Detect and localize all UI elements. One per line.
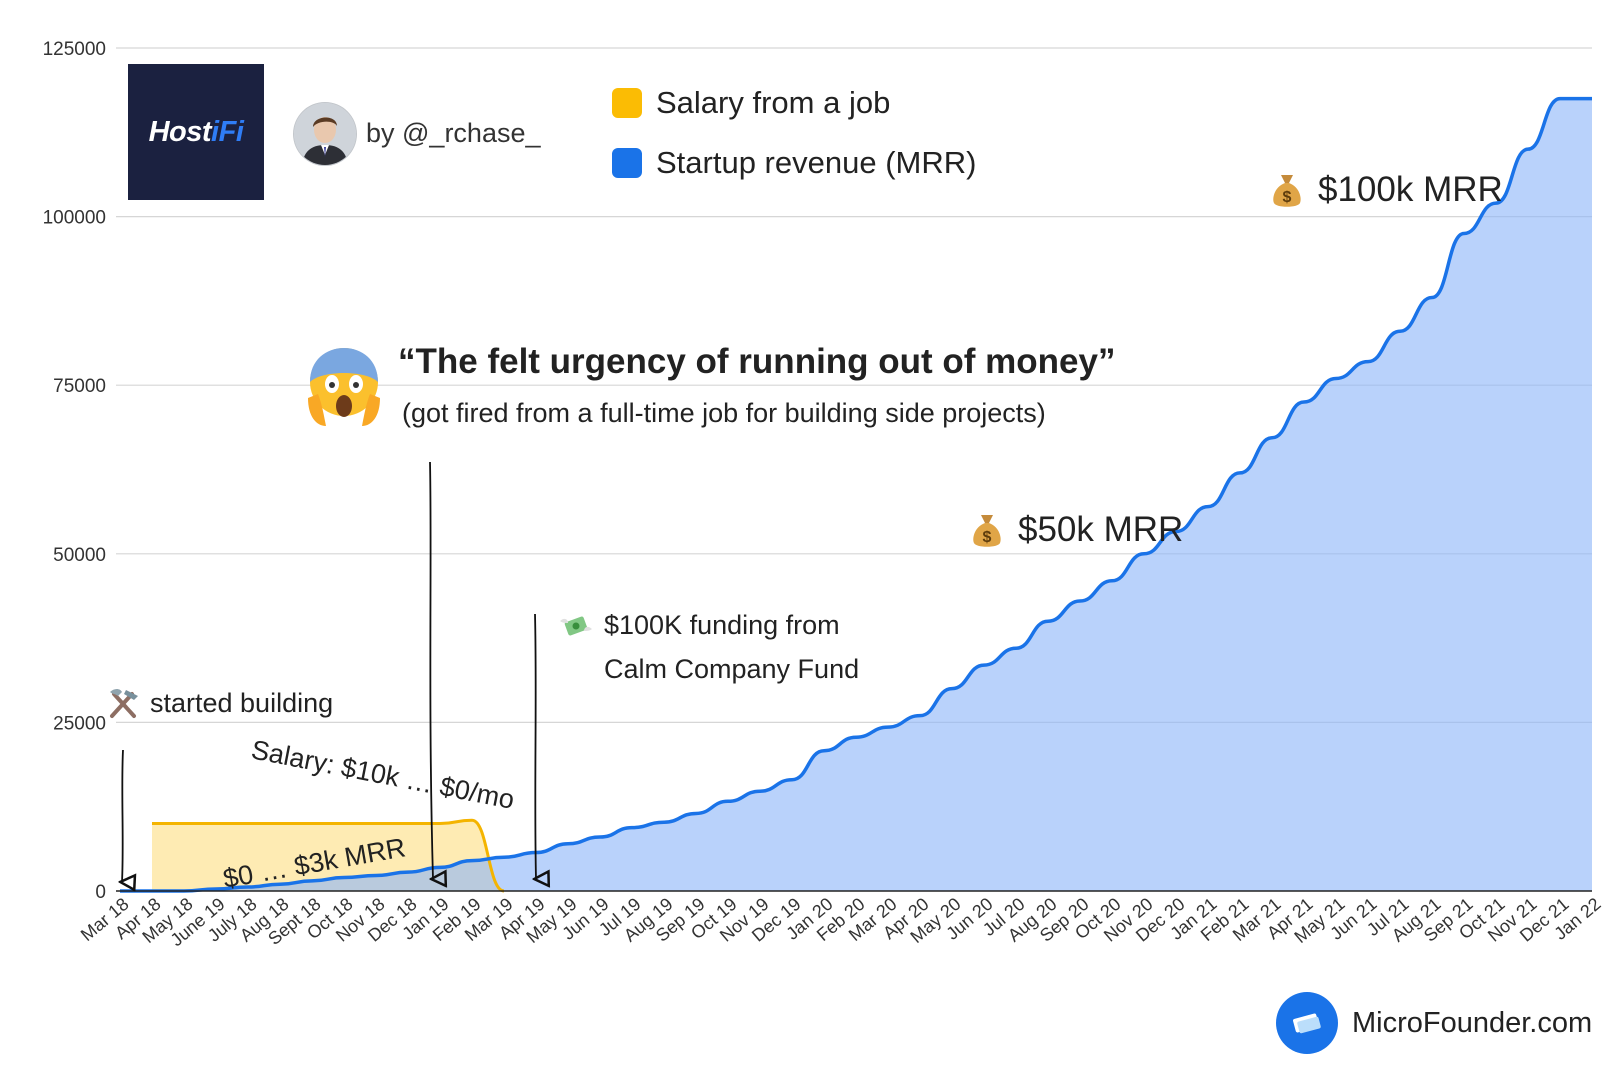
hostifi-logo: HostiFi [128,64,264,200]
quote-subtext: (got fired from a full-time job for buil… [402,398,1046,428]
legend-salary: Salary from a job [612,85,890,121]
byline: by @_rchase_ [366,118,541,148]
y-tick-label: 125000 [43,39,106,60]
salary-line [152,818,505,893]
logo-text: HostiFi [148,115,244,148]
funding-annotation: $100K funding from [558,610,840,641]
y-axis-ticks: 125000 100000 75000 50000 25000 0 [43,39,106,903]
money-with-wings-icon [560,616,592,635]
started-building-annotation: started building [106,686,333,720]
started-building-label: started building [150,687,334,718]
face-screaming-in-fear-icon [308,348,380,426]
legend-swatch-mrr [612,148,642,178]
quote-heading: “The felt urgency of running out of mone… [398,342,1116,381]
y-tick-label: 0 [95,882,106,903]
legend-label-salary: Salary from a job [656,85,891,120]
money-bag-icon: $ [1273,175,1301,207]
y-tick-label: 50000 [53,545,106,566]
arrow-started [122,749,123,882]
milestone-100k-label: $100k MRR [1318,170,1503,209]
microfounder-name: MicroFounder.com [1352,1006,1593,1039]
hammer-and-pick-icon [110,689,138,718]
salary-range-label: Salary: $10k … $0/mo [249,734,517,814]
funding-label-line2: Calm Company Fund [604,654,860,684]
legend-label-mrr: Startup revenue (MRR) [656,145,977,180]
microfounder-logo-icon [1276,992,1338,1054]
milestone-50k: $ $50k MRR [970,510,1183,550]
svg-text:$: $ [983,529,992,546]
money-bag-icon: $ [973,515,1001,547]
arrow-funding [535,613,536,879]
avatar [294,103,356,165]
legend-swatch-salary [612,88,642,118]
y-tick-label: 75000 [53,376,106,397]
y-tick-label: 25000 [53,713,106,734]
arrow-fired [429,461,433,879]
microfounder-brand[interactable]: MicroFounder.com [1276,992,1592,1054]
mrr-area [120,98,1592,891]
svg-text:$: $ [1283,189,1292,206]
milestone-100k: $ $100k MRR [1270,170,1503,210]
legend-mrr: Startup revenue (MRR) [612,145,976,181]
funding-label-line1: $100K funding from [604,610,840,640]
milestone-50k-label: $50k MRR [1018,510,1184,549]
mrr-line [119,96,1592,893]
y-tick-label: 100000 [43,208,106,229]
